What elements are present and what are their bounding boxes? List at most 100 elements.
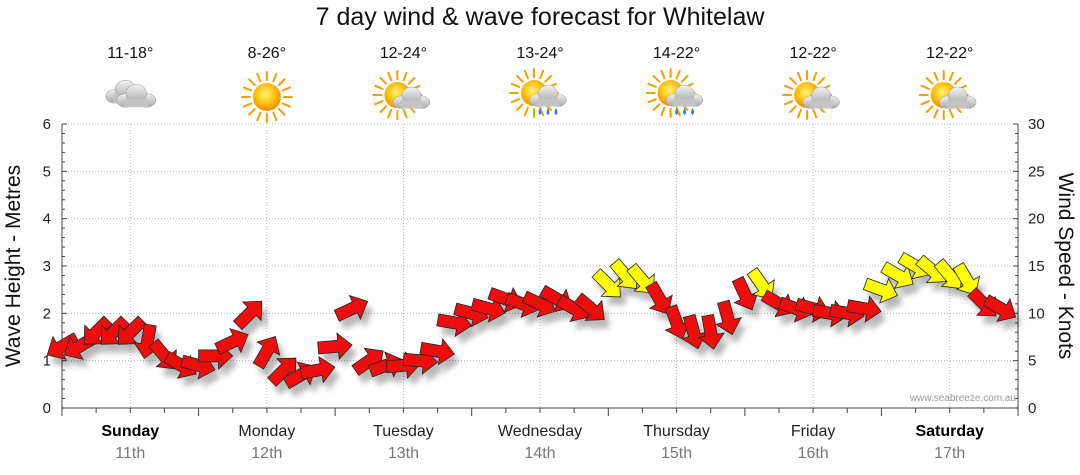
sun-ray <box>675 106 681 117</box>
wind-arrow <box>664 304 691 340</box>
sun-ray <box>954 77 962 85</box>
sun-ray <box>539 69 545 80</box>
sun-ray <box>402 71 408 82</box>
day-temperature: 8-26° <box>248 45 286 62</box>
sun-ray <box>277 108 286 116</box>
cloud-base <box>946 100 969 109</box>
sun-ray <box>510 82 521 88</box>
day-date-label: 14th <box>524 445 555 462</box>
left-tick-label: 5 <box>43 163 51 180</box>
sun-disc <box>252 83 281 111</box>
day-date-label: 11th <box>115 445 145 462</box>
sun-ray <box>256 72 262 83</box>
sun-ray <box>281 86 291 92</box>
day-date-label: 16th <box>798 445 829 462</box>
left-tick-label: 4 <box>43 211 51 228</box>
chart-title: 7 day wind & wave forecast for Whitelaw <box>315 3 765 31</box>
rain-drop <box>554 108 558 115</box>
sun-ray <box>784 100 794 106</box>
sun-ray <box>242 86 253 92</box>
wind-arrow <box>591 268 621 298</box>
sun-ray <box>248 108 256 116</box>
sun-ray <box>277 78 286 86</box>
watermark: www.seabreeze.com.au <box>909 393 1016 404</box>
sun-ray <box>523 106 529 117</box>
cloud-base <box>809 100 833 109</box>
day-temperature: 12-22° <box>789 45 836 62</box>
sun-ray <box>812 71 818 82</box>
sun-ray <box>784 84 794 90</box>
sun-showers-icon <box>509 68 567 118</box>
sun-ray <box>652 103 661 111</box>
wind-arrow <box>214 327 249 355</box>
wind-arrow <box>645 280 673 315</box>
day-temperature: 11-18° <box>107 45 153 62</box>
sun-ray <box>256 111 262 122</box>
sun-ray <box>544 75 552 83</box>
sun-ray <box>660 69 666 80</box>
cloud-shape <box>116 83 157 108</box>
right-tick-label: 15 <box>1028 258 1045 275</box>
wind-arrow <box>573 292 605 321</box>
wind-arrow <box>267 357 297 387</box>
wind-arrow <box>982 294 1017 322</box>
sun-ray <box>933 108 939 119</box>
rain-drop <box>675 108 679 115</box>
wind-arrow <box>232 300 263 331</box>
cloudy-icon <box>105 79 157 108</box>
right-axis-label: Wind Speed - Knots <box>1054 173 1077 360</box>
sun-ray <box>539 106 545 117</box>
cloud-shape <box>802 86 840 109</box>
left-axis-label: Wave Height - Metres <box>2 165 25 367</box>
sun-ray <box>680 75 689 83</box>
day-name-label: Thursday <box>643 423 710 440</box>
partly-cloudy-icon <box>918 70 977 120</box>
left-tick-label: 1 <box>43 353 51 370</box>
right-tick-label: 0 <box>1028 400 1036 417</box>
day-name-label: Tuesday <box>373 423 434 440</box>
wind-arrow <box>117 315 148 345</box>
sun-ray <box>948 108 954 119</box>
left-tick-label: 6 <box>43 116 51 133</box>
wind-arrow <box>299 355 336 384</box>
sun-ray <box>248 78 256 86</box>
sun-ray <box>933 71 939 82</box>
wind-arrow <box>83 315 113 345</box>
wind-arrow <box>100 315 131 345</box>
day-temperature: 12-24° <box>380 45 427 62</box>
cloud-base <box>400 100 423 109</box>
wind-arrow <box>952 261 981 296</box>
sun-ray <box>379 77 388 85</box>
cloud-base <box>536 98 560 107</box>
day-name-label: Saturday <box>915 423 984 440</box>
wind-arrow <box>333 294 369 322</box>
sun-ray <box>374 100 384 106</box>
sun-ray <box>647 98 657 104</box>
day-date-label: 12th <box>251 445 282 462</box>
cloud-base <box>673 98 696 107</box>
sun-ray <box>817 77 826 85</box>
sun-ray <box>797 71 802 82</box>
right-tick-label: 25 <box>1028 163 1045 180</box>
sun-showers-icon <box>645 68 704 118</box>
partly-cloudy-icon <box>372 70 431 120</box>
wind-arrow <box>351 347 384 376</box>
wind-arrow <box>680 313 708 350</box>
wind-arrow <box>626 262 655 294</box>
wind-arrow <box>317 332 353 361</box>
wind-arrow <box>470 295 506 323</box>
cloud-shape <box>392 86 431 109</box>
day-date-label: 15th <box>661 445 692 462</box>
left-tick-label: 2 <box>43 305 51 322</box>
right-tick-label: 20 <box>1028 211 1045 228</box>
sun-ray <box>523 69 529 80</box>
cloud-shape <box>529 84 567 107</box>
day-name-label: Sunday <box>101 423 159 440</box>
sun-ray <box>647 82 657 88</box>
sun-ray <box>675 69 681 80</box>
sun-ray <box>379 105 388 113</box>
day-date-label: 13th <box>388 445 419 462</box>
sun-ray <box>925 77 934 85</box>
sun-ray <box>812 108 818 119</box>
wind-arrow <box>880 261 914 289</box>
